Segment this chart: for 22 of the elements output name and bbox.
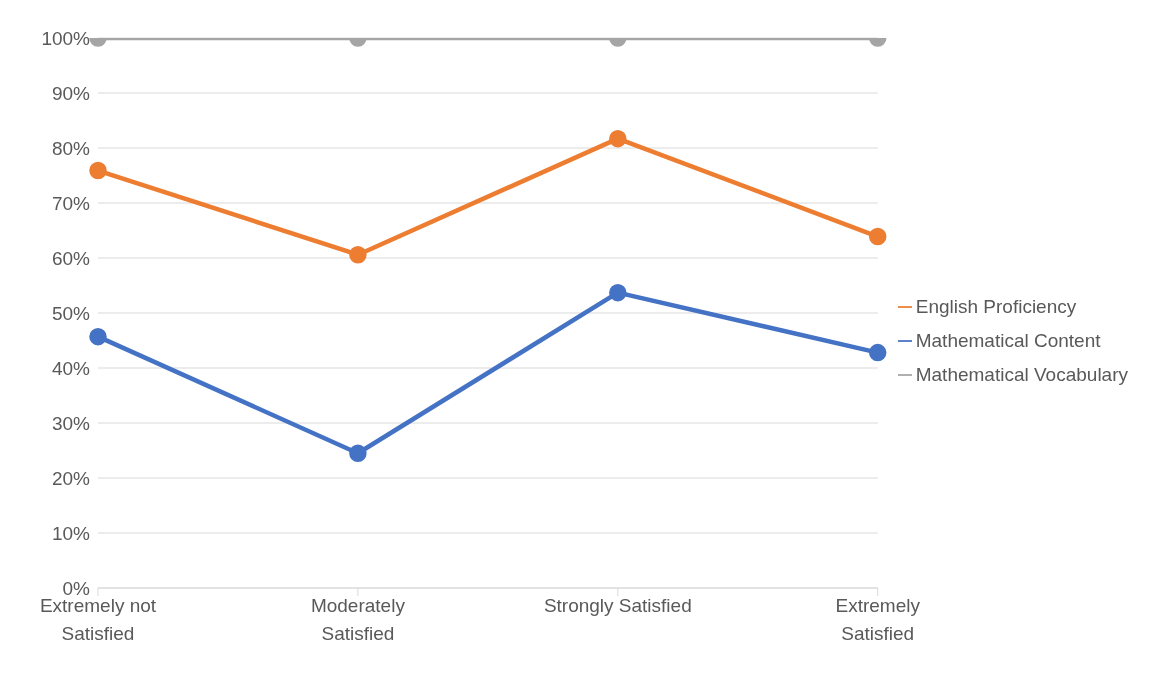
- point: [868, 343, 887, 362]
- legend-label: Mathematical Vocabulary: [915, 363, 1128, 385]
- y-tick-label: 40%: [51, 357, 91, 379]
- point: [609, 283, 627, 302]
- legend-label: English Proficiency: [915, 295, 1077, 317]
- y-tick-label: 20%: [51, 467, 91, 489]
- x-tick-label: Extremely Satisfied: [835, 595, 921, 644]
- y-tick-label: 90%: [51, 82, 91, 104]
- y-tick-label: 80%: [51, 137, 91, 159]
- point: [349, 245, 367, 264]
- y-tick-label: 70%: [51, 192, 91, 214]
- x-tick-label: Strongly Satisfied: [543, 595, 692, 616]
- point: [349, 444, 367, 462]
- y-tick-label: 100%: [41, 27, 91, 49]
- y-tick-label: 30%: [51, 412, 91, 434]
- point: [89, 327, 107, 346]
- y-tick-label: 10%: [51, 522, 91, 544]
- y-tick-label: 50%: [51, 302, 91, 324]
- legend-label: Mathematical Content: [915, 329, 1101, 351]
- x-tick-label: Moderately Satisfied: [310, 595, 406, 644]
- point: [868, 227, 887, 246]
- y-tick-label: 60%: [51, 247, 91, 269]
